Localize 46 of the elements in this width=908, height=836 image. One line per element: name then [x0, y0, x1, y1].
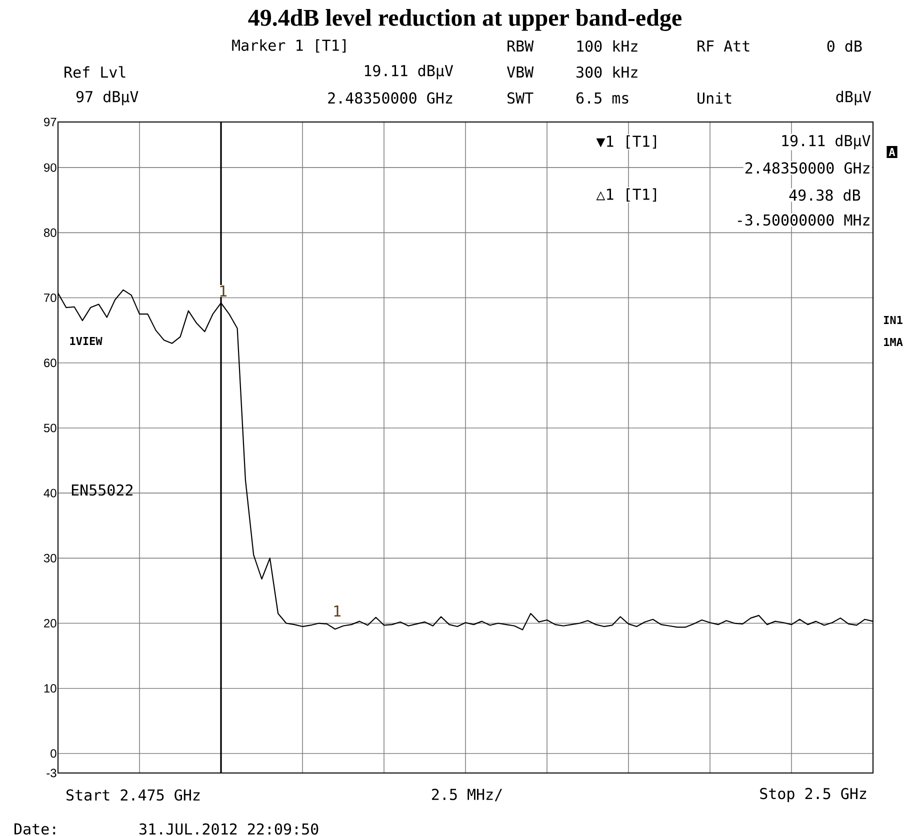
annotation: -3.50000000 MHz: [738, 214, 870, 226]
y-tick-label: 30: [44, 554, 56, 562]
text: 100 kHz: [577, 40, 638, 52]
y-tick-label: 20: [44, 619, 56, 628]
text: VBW: [506, 66, 534, 78]
annotation: 1: [220, 286, 227, 296]
annotation: 19.11 dBµV: [782, 134, 870, 150]
text: dBµV: [836, 90, 872, 106]
chart-title: 49.4dB level reduction at upper band-edge: [248, 9, 682, 31]
text: 1MA: [884, 338, 903, 346]
text: 97 dBµV: [76, 90, 138, 106]
text: 2.5 MHz/: [432, 788, 502, 802]
text: IN1: [884, 316, 902, 324]
text: 31.JUL.2012 22:09:50: [140, 823, 318, 835]
text: Unit: [698, 92, 732, 104]
y-tick-label: 90: [44, 163, 56, 172]
y-tick-label: 80: [44, 228, 56, 237]
annotation: △1 [T1]: [596, 188, 656, 202]
text: Marker 1 [T1]: [232, 39, 346, 53]
y-tick-label: 0: [50, 749, 56, 758]
y-tick-label: 40: [44, 488, 56, 498]
annotation: EN55022: [72, 484, 132, 496]
text: SWT: [508, 92, 534, 104]
annotation: 1VIEW: [70, 336, 102, 346]
annotation: 49.38 dB: [789, 189, 860, 201]
y-tick-label: 60: [44, 358, 56, 368]
text: 6.5 ms: [576, 92, 628, 104]
annotation: 2.48350000 GHz: [745, 162, 870, 174]
y-tick-label: 50: [44, 424, 56, 432]
y-tick-label: -3: [46, 768, 56, 778]
text: 19.11 dBµV: [364, 64, 454, 80]
text: Date:: [14, 823, 56, 835]
y-tick-label: 10: [44, 684, 56, 693]
text: 2.48350000 GHz: [328, 92, 452, 104]
annotation: ▼1 [T1]: [596, 135, 656, 149]
text: 300 kHz: [576, 66, 638, 78]
text: Stop 2.5 GHz: [760, 788, 866, 802]
y-tick-label: 70: [44, 294, 56, 302]
text: Start 2.475 GHz: [66, 789, 200, 801]
text: RF Att: [698, 40, 750, 52]
y-tick-label: 97: [44, 118, 56, 126]
text: Ref Lvl: [64, 66, 126, 78]
text: RBW: [508, 40, 534, 52]
text: A: [888, 148, 896, 156]
text: 0 dB: [827, 40, 862, 52]
annotation: 1: [334, 606, 341, 616]
